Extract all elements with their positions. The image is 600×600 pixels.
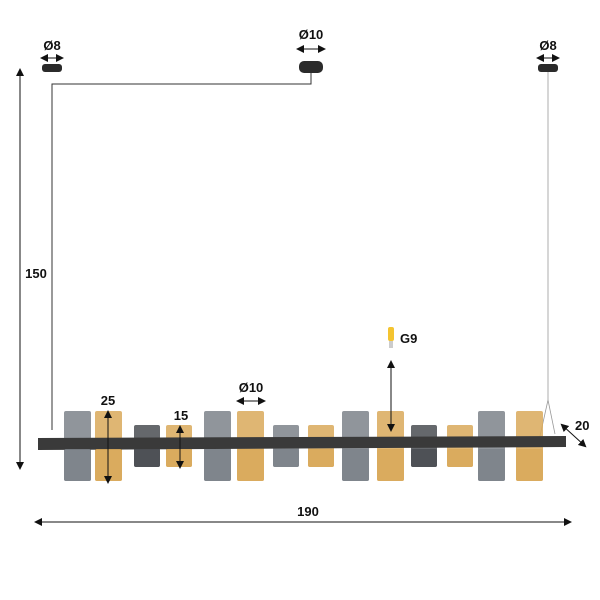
label-canopy-left: Ø8 bbox=[43, 38, 60, 53]
glass-shade-bottom bbox=[342, 449, 369, 481]
bulb-base bbox=[389, 341, 393, 348]
canopy-center bbox=[299, 61, 323, 73]
label-tall-height: 25 bbox=[101, 393, 115, 408]
label-height: 150 bbox=[25, 266, 47, 281]
label-depth: 20 bbox=[575, 418, 589, 433]
glass-shade-bottom bbox=[237, 449, 264, 481]
glass-shade-bottom bbox=[134, 449, 160, 467]
canopy-left bbox=[42, 64, 62, 72]
glass-shade-bottom bbox=[411, 449, 437, 467]
glass-shade-bottom bbox=[166, 449, 192, 467]
glass-shade-bottom bbox=[478, 449, 505, 481]
arrow-depth bbox=[560, 423, 587, 448]
label-bulb-type: G9 bbox=[400, 331, 417, 346]
label-canopy-center: Ø10 bbox=[299, 27, 324, 42]
power-cable bbox=[51, 73, 312, 430]
glass-shade-bottom bbox=[308, 449, 334, 467]
glass-shade-bottom bbox=[377, 449, 404, 481]
glass-shade-bottom bbox=[273, 449, 299, 467]
label-width: 190 bbox=[297, 504, 319, 519]
glass-shade-bottom bbox=[204, 449, 231, 481]
g9-bulb-icon bbox=[388, 327, 394, 341]
label-shade-diameter: Ø10 bbox=[239, 380, 264, 395]
canopy-right bbox=[538, 64, 558, 72]
glass-shade-bottom bbox=[516, 449, 543, 481]
frame-bar bbox=[38, 436, 566, 450]
label-short-height: 15 bbox=[174, 408, 188, 423]
label-canopy-right: Ø8 bbox=[539, 38, 556, 53]
glass-shade-bottom bbox=[447, 449, 473, 467]
glass-shade-bottom bbox=[64, 449, 91, 481]
shade-bottoms bbox=[64, 449, 543, 481]
